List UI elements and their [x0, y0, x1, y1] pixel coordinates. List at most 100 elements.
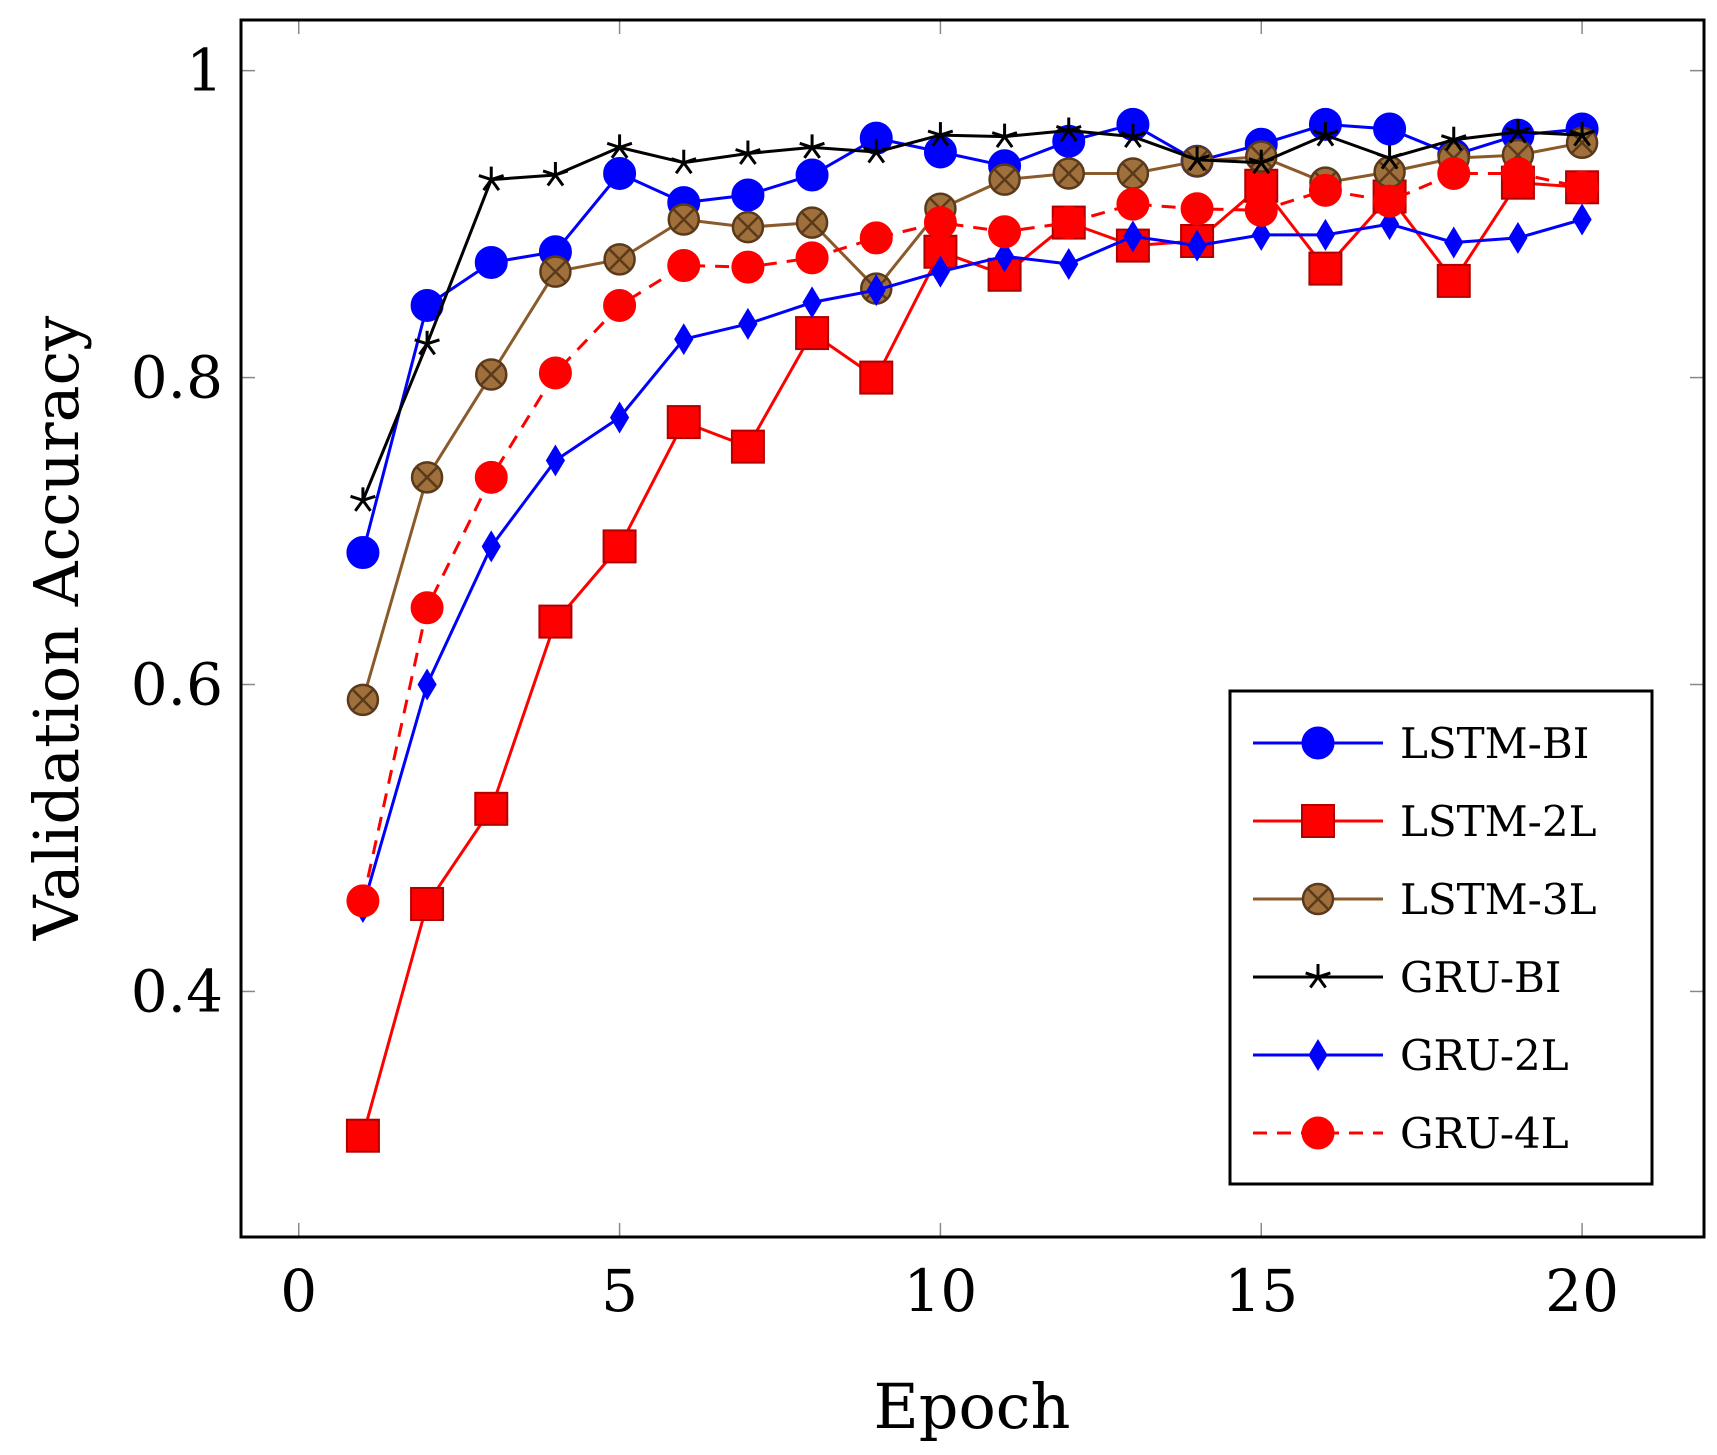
data-point: [1501, 156, 1535, 190]
legend-box: [1228, 689, 1654, 1186]
data-point-ray: [875, 151, 886, 164]
data-point-ray: [361, 499, 372, 512]
data-point-ray: [1517, 126, 1531, 134]
data-point-ray: [546, 174, 557, 187]
data-point-ray: [1067, 129, 1078, 142]
series-line: [361, 218, 1583, 908]
data-point: [542, 162, 569, 187]
plot-frame: [239, 18, 1706, 1239]
data-point: [731, 210, 765, 244]
data-point: [1376, 145, 1403, 170]
data-point: [474, 245, 508, 279]
data-series: [345, 107, 1600, 1153]
data-point-cross: [1057, 161, 1081, 185]
legend-item-gru-bi: GRU-BI: [1253, 953, 1561, 1002]
data-point-ray: [875, 146, 890, 154]
data-point: [923, 206, 957, 240]
data-point: [414, 330, 440, 356]
data-point-ray: [746, 152, 757, 165]
data-point: [866, 274, 886, 307]
data-point-ray: [799, 141, 813, 149]
data-point-ray: [1248, 157, 1262, 165]
x-tick-label: 0: [280, 1257, 317, 1325]
data-point: [1436, 263, 1471, 298]
data-point-ray: [1120, 131, 1134, 139]
data-point-ray: [1509, 131, 1520, 144]
data-point-cross: [351, 688, 375, 712]
data-point-ray: [478, 174, 492, 182]
data-point: [350, 487, 376, 512]
data-point-ray: [927, 129, 941, 137]
data-point-ray: [1581, 129, 1595, 137]
data-point-cross: [543, 260, 567, 284]
x-tick-label: 20: [1545, 1257, 1619, 1325]
data-point-ray: [1196, 154, 1210, 162]
data-point: [1055, 117, 1082, 142]
data-point: [988, 215, 1022, 249]
data-point-ray: [1260, 161, 1271, 175]
data-point: [802, 286, 822, 319]
data-point-ray: [1317, 971, 1331, 979]
data-point-ray: [1324, 129, 1339, 137]
data-point-ray: [1312, 129, 1326, 137]
data-point: [1187, 229, 1207, 262]
data-point: [923, 135, 957, 169]
data-point: [1184, 146, 1210, 172]
legend-item-gru-4l: GRU-4L: [1253, 1109, 1569, 1158]
data-point: [930, 255, 951, 288]
data-point-ray: [1188, 158, 1199, 172]
data-point: [1565, 170, 1599, 204]
data-point-ray: [1505, 126, 1519, 134]
data-point: [345, 1118, 380, 1153]
data-point-ray: [939, 129, 954, 137]
data-point-ray: [1195, 158, 1206, 172]
data-point: [1052, 206, 1086, 240]
data-point: [863, 138, 890, 164]
data-point-ray: [1580, 134, 1591, 147]
data-point-ray: [362, 494, 376, 502]
data-point-ray: [554, 169, 569, 177]
data-point: [795, 316, 830, 351]
data-point: [346, 536, 380, 570]
data-point-ray: [414, 338, 428, 346]
legend-item-lstm-3l: LSTM-3L: [1253, 875, 1597, 924]
data-point: [1248, 149, 1275, 175]
data-point-ray: [554, 174, 565, 187]
data-point: [1373, 155, 1406, 189]
data-point-ray: [1452, 138, 1463, 152]
data-point: [606, 134, 633, 159]
data-point: [1301, 1116, 1335, 1150]
data-point: [1505, 119, 1531, 144]
data-point: [991, 123, 1018, 149]
data-point: [988, 163, 1021, 196]
data-point-ray: [683, 157, 697, 165]
y-tick-label: 1: [186, 37, 223, 105]
data-point: [994, 240, 1015, 273]
data-point: [735, 140, 761, 165]
data-point-ray: [1316, 976, 1327, 989]
data-point-ray: [618, 146, 629, 159]
data-point-ray: [1573, 134, 1584, 147]
data-point-ray: [811, 141, 825, 149]
data-point: [538, 604, 573, 639]
data-point: [1308, 173, 1342, 207]
data-point: [1244, 193, 1278, 227]
data-point-ray: [606, 141, 621, 149]
data-point-ray: [863, 146, 877, 154]
data-point-ray: [1124, 135, 1135, 149]
data-point-ray: [425, 342, 436, 356]
data-point: [859, 360, 894, 395]
data-point: [481, 530, 501, 563]
data-point: [1437, 156, 1471, 190]
data-point: [1312, 122, 1339, 147]
data-point-ray: [542, 169, 556, 177]
data-point: [539, 255, 572, 288]
series-gru-bi: [350, 117, 1595, 512]
data-point-ray: [1380, 157, 1391, 170]
data-point: [795, 206, 829, 239]
data-point: [1305, 964, 1331, 989]
data-point: [475, 358, 508, 391]
data-point-ray: [867, 151, 878, 164]
data-point: [795, 158, 829, 192]
data-point-ray: [739, 152, 750, 165]
